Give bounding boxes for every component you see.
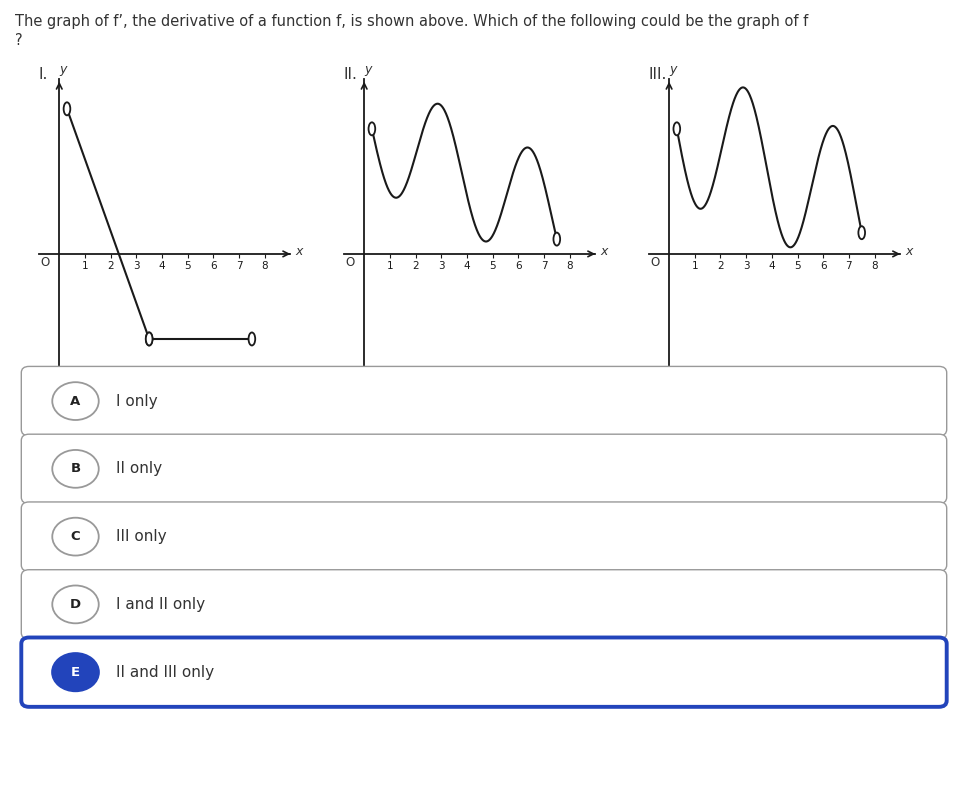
Text: ?: ? xyxy=(15,33,22,48)
Text: D: D xyxy=(70,598,81,611)
Text: y: y xyxy=(669,63,677,76)
Text: x: x xyxy=(600,245,608,258)
Text: I only: I only xyxy=(116,393,158,409)
Circle shape xyxy=(674,122,681,136)
Circle shape xyxy=(859,226,865,240)
Circle shape xyxy=(249,333,256,345)
Text: B: B xyxy=(71,463,80,475)
Text: The graph of f’, the derivative of a function f, is shown above. Which of the fo: The graph of f’, the derivative of a fun… xyxy=(15,14,807,29)
Text: A: A xyxy=(71,395,80,407)
Circle shape xyxy=(369,122,376,136)
Circle shape xyxy=(64,102,71,115)
Text: y: y xyxy=(59,63,67,76)
Text: C: C xyxy=(71,530,80,543)
Text: II and III only: II and III only xyxy=(116,664,214,680)
Text: O: O xyxy=(41,256,49,269)
Text: I and II only: I and II only xyxy=(116,597,205,612)
Circle shape xyxy=(146,333,153,345)
Text: x: x xyxy=(905,245,913,258)
Circle shape xyxy=(146,333,153,345)
Text: III.: III. xyxy=(649,67,667,82)
Text: O: O xyxy=(346,256,354,269)
Text: I.: I. xyxy=(39,67,48,82)
Text: O: O xyxy=(650,256,659,269)
Circle shape xyxy=(554,232,560,246)
Text: III only: III only xyxy=(116,529,166,545)
Text: E: E xyxy=(71,666,80,678)
Text: y: y xyxy=(364,63,372,76)
Text: II only: II only xyxy=(116,461,163,477)
Text: II.: II. xyxy=(344,67,357,82)
Text: x: x xyxy=(295,245,303,258)
